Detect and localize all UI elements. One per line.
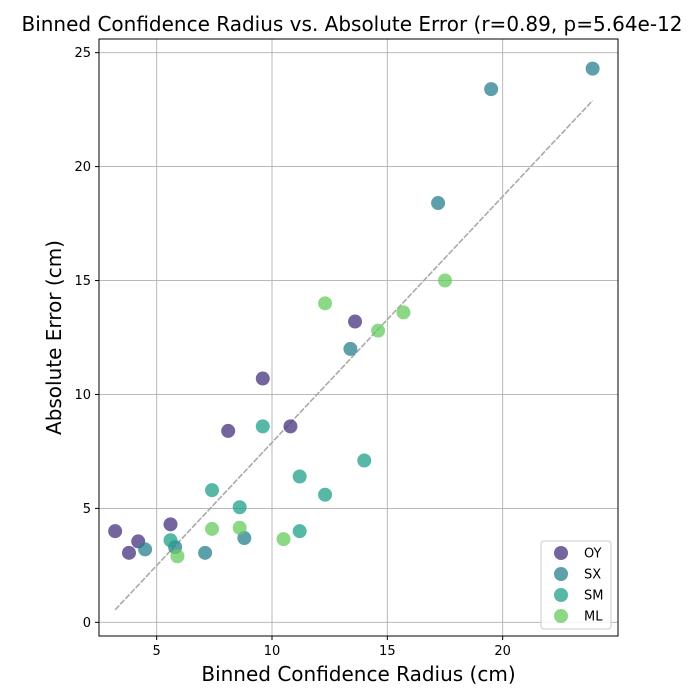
legend-marker-sx bbox=[554, 567, 568, 581]
data-point-sm bbox=[292, 469, 307, 484]
data-point-ml bbox=[205, 521, 220, 536]
data-point-oy bbox=[283, 419, 298, 434]
y-tick-label: 5 bbox=[83, 502, 91, 517]
ticks: 5 10 15 20 0 5 10 15 20 25 bbox=[74, 46, 510, 659]
data-point-sx bbox=[343, 341, 358, 356]
y-axis-label: Absolute Error (cm) bbox=[42, 240, 66, 435]
legend-label-sx: SX bbox=[584, 568, 601, 583]
data-point-ml bbox=[371, 323, 386, 338]
plot-frame bbox=[98, 38, 619, 637]
data-point-oy bbox=[163, 517, 178, 532]
data-point-sx bbox=[484, 82, 499, 97]
data-point-oy bbox=[255, 371, 270, 386]
legend-marker-ml bbox=[554, 609, 568, 623]
data-point-ml bbox=[170, 549, 185, 564]
data-point-ml bbox=[438, 273, 452, 288]
data-point-oy bbox=[348, 314, 363, 329]
legend-marker-oy bbox=[554, 546, 568, 560]
y-tick-label: 25 bbox=[74, 46, 91, 61]
grid bbox=[99, 39, 618, 636]
x-tick-label: 10 bbox=[264, 644, 281, 659]
data-point-sm bbox=[232, 500, 247, 515]
data-point-oy bbox=[108, 524, 123, 539]
data-point-oy bbox=[121, 545, 136, 560]
points-layer bbox=[108, 61, 600, 564]
legend-label-ml: ML bbox=[584, 610, 603, 625]
x-tick-label: 15 bbox=[379, 644, 396, 659]
y-tick-label: 10 bbox=[74, 388, 91, 403]
data-point-ml bbox=[232, 520, 247, 535]
data-point-oy bbox=[221, 423, 236, 438]
fit-line bbox=[114, 99, 594, 611]
data-point-sm bbox=[163, 533, 178, 548]
data-point-sm bbox=[255, 419, 270, 434]
legend-label-sm: SM bbox=[584, 589, 603, 604]
legend-marker-sm bbox=[554, 588, 568, 602]
data-point-sm bbox=[318, 487, 333, 502]
data-point-sm bbox=[205, 483, 220, 498]
legend-box bbox=[540, 540, 612, 630]
x-tick-label: 20 bbox=[494, 644, 511, 659]
data-point-sx bbox=[198, 545, 213, 560]
data-point-sx bbox=[138, 542, 153, 557]
legend: OY SX SM ML bbox=[540, 540, 612, 630]
data-point-ml bbox=[396, 305, 411, 320]
data-point-ml bbox=[276, 532, 291, 547]
data-point-sx bbox=[585, 61, 600, 76]
data-point-ml bbox=[318, 296, 333, 311]
data-point-sm bbox=[292, 524, 307, 539]
x-tick-label: 5 bbox=[153, 644, 161, 659]
fit-line-layer bbox=[114, 99, 594, 611]
y-tick-label: 0 bbox=[83, 616, 91, 631]
data-point-sx bbox=[431, 196, 446, 211]
data-point-sm bbox=[357, 453, 372, 468]
x-axis-label: Binned Confidence Radius (cm) bbox=[201, 662, 515, 686]
legend-label-oy: OY bbox=[584, 547, 602, 562]
y-tick-label: 20 bbox=[74, 160, 91, 175]
y-tick-label: 15 bbox=[74, 274, 91, 289]
chart-title: Binned Confidence Radius vs. Absolute Er… bbox=[21, 12, 682, 36]
